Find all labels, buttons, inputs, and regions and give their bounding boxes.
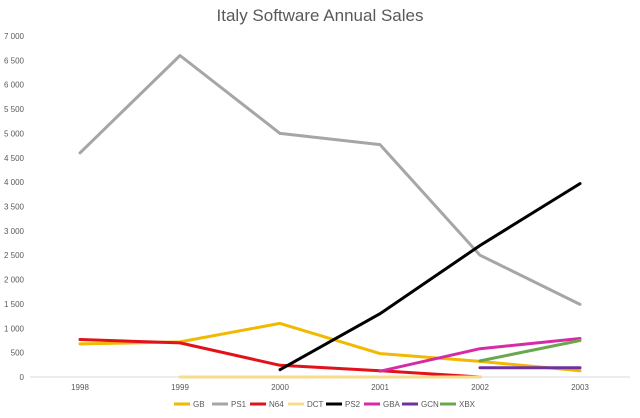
y-tick-label: 2 500 xyxy=(4,251,25,260)
legend-label: GBA xyxy=(383,400,401,409)
legend-item-xbx: XBX xyxy=(440,400,476,409)
series-line-n64 xyxy=(78,338,482,379)
legend-label: N64 xyxy=(269,400,284,409)
legend-label: PS2 xyxy=(345,400,361,409)
legend-label: DCT xyxy=(307,400,324,409)
y-tick-label: 6 000 xyxy=(4,81,25,90)
legend-item-n64: N64 xyxy=(250,400,284,409)
y-tick-label: 500 xyxy=(11,349,25,358)
series-line-ps2 xyxy=(278,182,582,372)
legend-item-ps2: PS2 xyxy=(326,400,361,409)
legend-label: GCN xyxy=(421,400,439,409)
x-tick-label: 2003 xyxy=(571,383,589,392)
y-tick-label: 1 000 xyxy=(4,324,25,333)
legend-item-gb: GB xyxy=(174,400,205,409)
y-tick-label: 5 500 xyxy=(4,105,25,114)
y-tick-label: 5 000 xyxy=(4,129,25,138)
legend-item-dct: DCT xyxy=(288,400,324,409)
series-line-gba xyxy=(378,337,582,373)
legend-label: GB xyxy=(193,400,205,409)
legend-item-ps1: PS1 xyxy=(212,400,247,409)
x-tick-label: 1998 xyxy=(71,383,89,392)
y-tick-label: 4 000 xyxy=(4,178,25,187)
series-line-xbx xyxy=(478,339,582,363)
x-tick-label: 2000 xyxy=(271,383,289,392)
y-tick-label: 4 500 xyxy=(4,154,25,163)
y-tick-label: 2 000 xyxy=(4,276,25,285)
y-tick-label: 3 000 xyxy=(4,227,25,236)
legend-label: XBX xyxy=(459,400,476,409)
y-tick-label: 1 500 xyxy=(4,300,25,309)
y-tick-label: 7 000 xyxy=(4,32,25,41)
y-tick-label: 6 500 xyxy=(4,56,25,65)
series-line-ps1 xyxy=(78,54,582,306)
y-tick-label: 0 xyxy=(20,373,25,382)
y-tick-label: 3 500 xyxy=(4,203,25,212)
legend-label: PS1 xyxy=(231,400,247,409)
x-tick-label: 2001 xyxy=(371,383,389,392)
x-tick-label: 1999 xyxy=(171,383,189,392)
x-tick-label: 2002 xyxy=(471,383,489,392)
legend-item-gba: GBA xyxy=(364,400,401,409)
chart-title: Italy Software Annual Sales xyxy=(216,6,424,25)
legend-item-gcn: GCN xyxy=(402,400,439,409)
